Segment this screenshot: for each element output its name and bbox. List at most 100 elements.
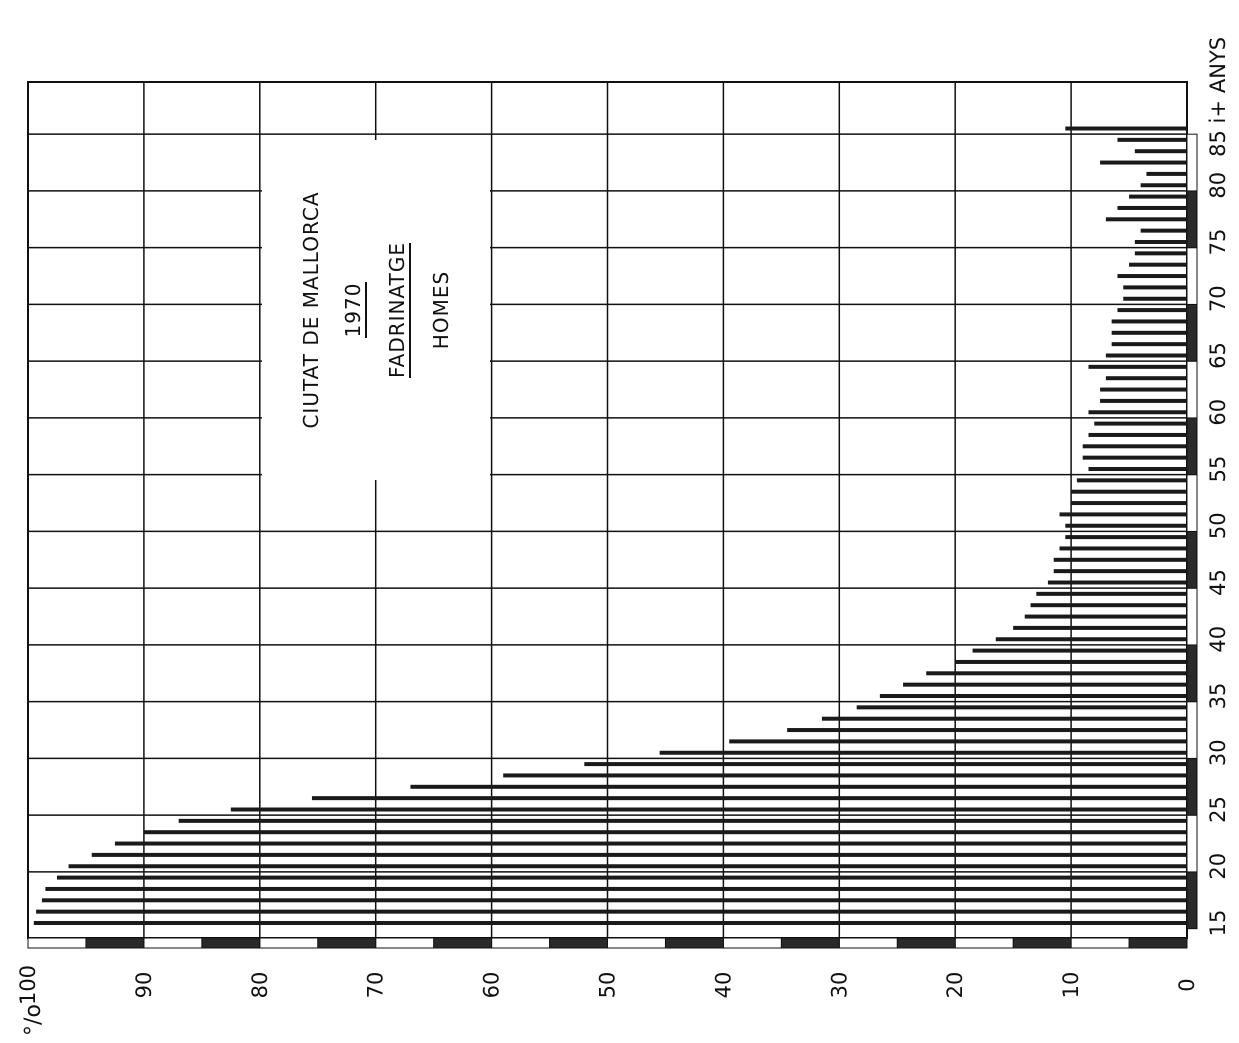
age-tick-label: 30 [1206, 739, 1230, 766]
bar [995, 637, 1187, 642]
bar [1100, 398, 1187, 403]
grid [27, 81, 1188, 939]
bar [36, 909, 1187, 914]
value-tick-label: 30 [827, 972, 851, 999]
age-tick-label: 20 [1206, 853, 1230, 880]
bar [879, 694, 1187, 698]
bar [56, 875, 1188, 880]
bar [410, 784, 1188, 789]
bar [1117, 137, 1187, 142]
bar [787, 728, 1187, 733]
value-axis-block [433, 937, 493, 949]
bars [33, 126, 1188, 925]
bar [1088, 467, 1187, 471]
bar [729, 739, 1187, 744]
value-axis-block [954, 937, 1014, 949]
value-axis-block [780, 937, 840, 949]
value-tick-label: 100 [16, 965, 40, 1005]
value-axis-block [607, 937, 666, 949]
bar [926, 671, 1187, 676]
bar [311, 796, 1188, 801]
value-axis-title: °/o [21, 1004, 46, 1036]
title-box: CIUTAT DE MALLORCA 1970 FADRINATGE HOMES [262, 140, 490, 480]
bar [33, 921, 1187, 925]
bar [1105, 353, 1187, 358]
bar [1140, 183, 1187, 188]
bar [143, 830, 1187, 835]
bar [1047, 580, 1187, 585]
bar [1065, 535, 1187, 540]
value-axis-block [259, 937, 319, 949]
age-axis-block [1186, 871, 1198, 930]
value-axis-block [27, 937, 87, 949]
bar [1129, 194, 1187, 199]
value-axis-block [143, 937, 203, 949]
age-axis-block [1186, 644, 1198, 703]
bar [1065, 523, 1187, 528]
bar [1088, 364, 1187, 369]
value-axis-block [375, 937, 435, 949]
value-axis-block [664, 937, 724, 949]
axis-strips [27, 133, 1198, 949]
bar [1059, 512, 1187, 517]
bar [1094, 421, 1187, 426]
age-axis-block [1186, 530, 1198, 589]
bar [1117, 205, 1187, 210]
bar [1053, 569, 1187, 574]
bar [1059, 546, 1187, 551]
bar [1105, 217, 1187, 222]
age-tick-label: 40 [1206, 626, 1230, 653]
bar [1065, 126, 1187, 131]
age-axis-block [1186, 814, 1198, 873]
bar [1111, 330, 1187, 335]
bar [659, 750, 1187, 755]
bar [114, 841, 1187, 846]
value-axis-block [1128, 937, 1188, 949]
bar [45, 886, 1187, 891]
age-axis-block [1186, 303, 1198, 362]
age-tick-label: 25 [1206, 796, 1230, 823]
age-tick-labels: 15 20 25 30 35 40 45 50 55 60 65 70 75 80 85 i+ [1206, 100, 1230, 936]
age-axis-block [1186, 247, 1198, 305]
title-line-sex: HOMES [429, 271, 453, 349]
value-tick-label: 50 [596, 972, 620, 999]
bar [178, 818, 1188, 823]
age-axis-block [1186, 474, 1198, 532]
bar [1071, 489, 1187, 494]
value-axis-block [1070, 937, 1130, 949]
value-tick-label: 70 [364, 972, 388, 999]
bar [1088, 410, 1187, 415]
bar [230, 807, 1187, 812]
age-axis-title: ANYS [1206, 37, 1230, 93]
value-axis-block [722, 937, 782, 949]
bar [1117, 308, 1187, 313]
age-axis-block [1186, 133, 1198, 192]
age-tick-label: 65 [1206, 342, 1230, 369]
value-tick-label: 80 [248, 972, 272, 999]
bar [1129, 262, 1187, 267]
age-tick-label: 60 [1206, 399, 1230, 426]
bar [1140, 228, 1187, 233]
age-axis-block [1186, 417, 1198, 476]
bar [1088, 432, 1187, 437]
value-axis-block [85, 937, 145, 949]
bar [1105, 376, 1187, 381]
bar [1082, 455, 1187, 460]
bar [503, 773, 1187, 778]
age-tick-label: 85 i+ [1206, 100, 1230, 157]
age-tick-label: 15 [1206, 910, 1230, 937]
value-tick-labels: 0 10 20 30 40 50 60 70 80 90 100 [16, 965, 1199, 1005]
age-axis-block [1186, 757, 1198, 816]
bar [1111, 342, 1187, 347]
bar [1134, 149, 1187, 154]
bar [955, 659, 1187, 664]
bar [1024, 614, 1187, 619]
bar [1076, 478, 1187, 483]
age-tick-label: 50 [1206, 512, 1230, 539]
bar [41, 898, 1188, 903]
value-tick-label: 90 [132, 972, 156, 999]
age-tick-label: 35 [1206, 683, 1230, 710]
bar [1117, 274, 1187, 279]
value-axis-block [549, 937, 608, 949]
